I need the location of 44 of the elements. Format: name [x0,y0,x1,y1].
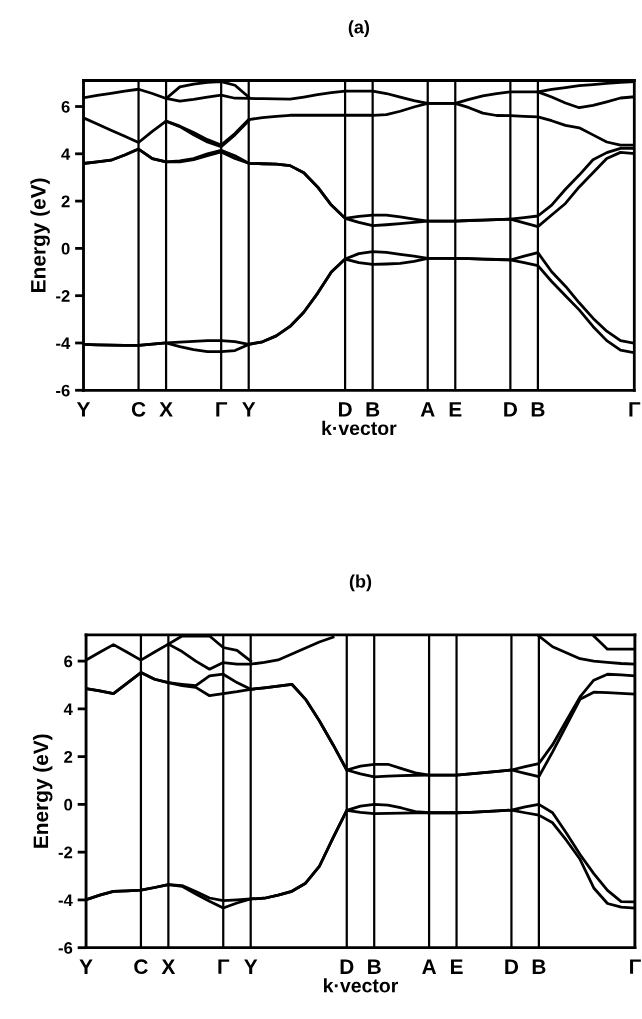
y-tick-label: -6 [56,384,70,397]
x-axis-title: k·vector [324,978,399,993]
y-tick-label: -2 [56,290,70,302]
y-tick-label: 2 [64,751,73,763]
x-tick-label: E [449,402,462,417]
x-tick-label: Y [244,959,258,974]
y-tick-label: -6 [58,942,73,954]
x-tick-label: Y [242,402,256,417]
y-tick-label: -4 [56,337,71,350]
y-tick-label: -4 [58,894,73,906]
x-tick-label: Y [76,402,91,417]
y-tick-label: 6 [64,655,73,668]
x-tick-label: C [134,959,148,975]
chart-title: (a) [348,20,370,38]
x-tick-label: B [532,959,546,974]
x-tick-label: D [340,959,354,974]
y-axis-title: Energy (eV) [30,178,50,292]
y-axis-title: Energy (eV) [32,734,53,848]
x-tick-label: D [338,402,352,417]
y-tick-label: 4 [61,148,71,160]
x-tick-label: X [161,959,176,974]
x-tick-label: X [159,402,173,417]
y-tick-label: -2 [58,846,73,859]
x-tick-label: Γ [630,959,641,974]
x-tick-label: C [131,401,146,417]
y-tick-label: 4 [63,703,73,715]
x-tick-label: B [368,959,381,974]
x-tick-label: B [531,402,545,417]
x-tick-label: D [505,959,519,974]
chart-title: (b) [349,574,372,592]
x-tick-label: Γ [216,402,228,417]
x-tick-label: Γ [218,959,230,974]
x-tick-label: B [366,402,380,417]
x-tick-label: A [422,959,437,974]
y-tick-label: 2 [61,195,70,208]
x-tick-label: Γ [629,402,641,417]
x-tick-label: A [420,402,435,417]
y-tick-label: 0 [64,798,73,811]
x-tick-label: D [504,402,518,417]
x-tick-label: E [450,959,463,974]
y-tick-label: 0 [61,242,70,255]
x-tick-label: Y [79,959,93,974]
y-tick-label: 6 [61,100,70,113]
x-axis-title: k·vector [322,420,397,436]
